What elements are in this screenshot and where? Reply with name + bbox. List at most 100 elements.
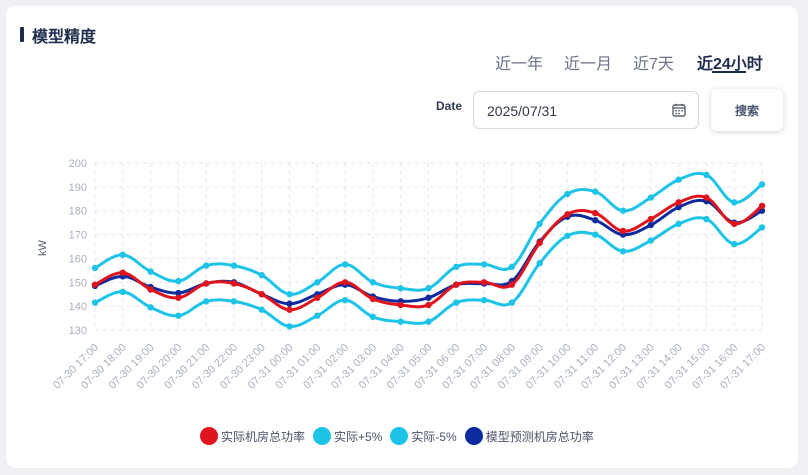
data-point-plus5 (202, 262, 210, 269)
data-point-minus5 (508, 299, 516, 306)
data-point-plus5 (703, 171, 710, 179)
date-label: Date (436, 99, 463, 113)
data-point-minus5 (647, 237, 655, 244)
data-point-actual (314, 294, 321, 301)
y-tick-label: 200 (69, 158, 87, 170)
data-point-actual (175, 294, 182, 301)
chart-legend: 实际机房总功率 实际+5% 实际-5% 模型预测机房总功率 (200, 426, 602, 446)
data-point-actual (91, 281, 99, 288)
data-point-actual (202, 280, 210, 287)
data-point-plus5 (147, 268, 154, 275)
data-point-plus5 (564, 190, 571, 198)
data-point-minus5 (758, 224, 766, 231)
data-point-predicted (286, 300, 293, 307)
tab-last-7-days[interactable]: 近7天 (633, 56, 674, 73)
y-axis-label: kW (37, 239, 49, 256)
data-point-plus5 (341, 261, 349, 268)
page-title: 模型精度 (32, 29, 97, 46)
data-point-minus5 (341, 296, 349, 304)
y-tick-label: 150 (69, 277, 87, 289)
data-point-actual (508, 281, 516, 288)
legend-label: 模型预测机房总功率 (485, 429, 594, 444)
data-point-plus5 (258, 271, 265, 279)
data-point-minus5 (175, 312, 182, 319)
data-point-minus5 (230, 298, 238, 305)
data-point-plus5 (175, 277, 182, 285)
y-tick-label: 180 (69, 206, 87, 218)
data-point-actual (619, 227, 627, 235)
data-point-actual (230, 280, 238, 287)
data-point-actual (647, 215, 655, 223)
data-point-minus5 (147, 304, 154, 311)
y-tick-label: 160 (69, 253, 87, 265)
tab-last-24-hours[interactable]: 近24小时 (697, 56, 763, 73)
tab-last-year[interactable]: 近一年 (495, 56, 544, 73)
data-point-actual (703, 194, 710, 201)
y-tick-label: 190 (69, 182, 87, 194)
legend-item-predicted[interactable]: 模型预测机房总功率 (464, 427, 594, 445)
data-point-actual (397, 301, 404, 309)
y-tick-label: 130 (69, 325, 87, 337)
data-point-plus5 (314, 279, 321, 286)
data-point-plus5 (508, 263, 516, 270)
data-point-plus5 (119, 251, 126, 259)
data-point-minus5 (564, 232, 571, 239)
data-point-plus5 (536, 220, 543, 228)
legend-item-minus5[interactable]: 实际-5% (390, 427, 457, 445)
data-point-minus5 (425, 318, 432, 325)
data-point-plus5 (731, 199, 738, 206)
data-point-plus5 (369, 279, 377, 286)
data-point-actual (731, 220, 738, 228)
date-picker-input[interactable]: 2025/07/31 (473, 91, 699, 129)
data-point-minus5 (453, 299, 460, 306)
data-point-minus5 (619, 248, 627, 255)
data-point-plus5 (675, 176, 682, 183)
time-range-tabs: 近一年 近一月 近7天 近24小时 (0, 50, 808, 80)
data-point-minus5 (91, 299, 99, 306)
data-point-plus5 (230, 262, 238, 269)
data-point-plus5 (592, 188, 599, 195)
data-point-plus5 (619, 207, 627, 214)
legend-label: 实际+5% (334, 429, 383, 444)
data-point-minus5 (592, 231, 599, 238)
data-point-minus5 (480, 296, 488, 304)
data-point-minus5 (369, 313, 377, 321)
data-point-actual (369, 295, 377, 303)
data-point-actual (258, 291, 265, 298)
data-point-predicted (425, 294, 432, 301)
calendar-icon[interactable] (672, 103, 686, 117)
data-point-minus5 (119, 288, 126, 296)
legend-swatch (390, 427, 409, 445)
data-point-actual (341, 279, 349, 286)
legend-label: 实际-5% (411, 429, 457, 444)
data-point-actual (425, 301, 432, 309)
data-point-plus5 (286, 291, 293, 298)
data-point-predicted (175, 289, 182, 297)
legend-swatch (200, 427, 218, 445)
data-point-actual (480, 279, 488, 286)
data-point-predicted (675, 203, 682, 211)
data-point-minus5 (258, 306, 265, 313)
data-point-actual (564, 211, 571, 218)
data-point-plus5 (453, 263, 460, 270)
data-point-minus5 (703, 215, 710, 223)
model-accuracy-card (6, 6, 798, 468)
data-point-actual (758, 202, 766, 210)
legend-item-plus5[interactable]: 实际+5% (313, 427, 382, 445)
data-point-minus5 (314, 312, 321, 319)
data-point-actual (286, 306, 293, 313)
search-button[interactable]: 搜索 (711, 89, 783, 131)
y-tick-label: 170 (69, 230, 87, 242)
data-point-plus5 (425, 285, 432, 292)
legend-swatch (464, 427, 483, 445)
data-point-plus5 (397, 285, 404, 292)
tab-last-month[interactable]: 近一月 (564, 56, 613, 73)
data-point-minus5 (731, 240, 738, 248)
data-point-actual (592, 209, 599, 217)
data-point-minus5 (202, 298, 210, 305)
legend-item-actual[interactable]: 实际机房总功率 (200, 427, 305, 445)
data-point-predicted (592, 217, 599, 224)
data-point-minus5 (286, 323, 293, 330)
y-tick-label: 140 (69, 301, 87, 313)
